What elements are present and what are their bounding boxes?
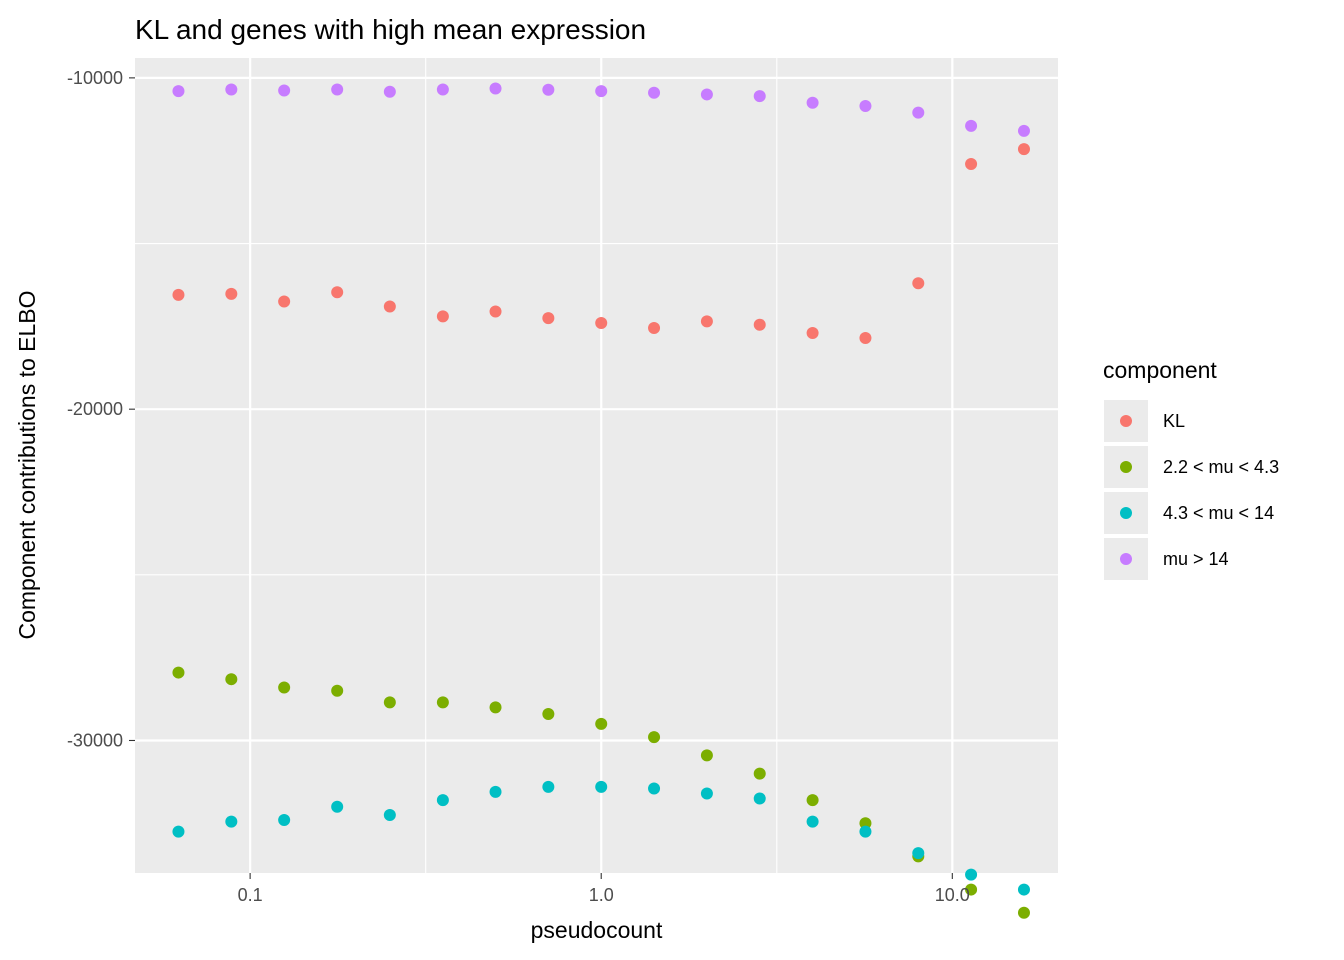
point-kl <box>700 315 713 328</box>
point-4-3-mu-14 <box>278 813 291 826</box>
point-kl <box>225 287 238 300</box>
axes: 0.1 1.0 10.0 -10000 -20000 -30000 <box>67 68 970 905</box>
point-kl <box>278 295 291 308</box>
point-2-2-mu-4-3 <box>489 701 502 714</box>
point-kl <box>1017 143 1030 156</box>
chart-title: KL and genes with high mean expression <box>135 14 646 45</box>
plot-panel <box>135 58 1058 873</box>
point-2-2-mu-4-3 <box>331 684 344 697</box>
point-4-3-mu-14 <box>542 780 555 793</box>
point-4-3-mu-14 <box>489 785 502 798</box>
point-mu-14 <box>436 83 449 96</box>
point-2-2-mu-4-3 <box>753 767 766 780</box>
x-tick-label: 1.0 <box>589 885 614 905</box>
legend-marker-mu-14 <box>1120 553 1132 565</box>
point-kl <box>542 312 555 325</box>
point-mu-14 <box>542 83 555 96</box>
point-4-3-mu-14 <box>859 825 872 838</box>
legend-marker-kl <box>1120 415 1132 427</box>
point-2-2-mu-4-3 <box>700 749 713 762</box>
point-mu-14 <box>753 90 766 103</box>
point-kl <box>172 288 185 301</box>
point-mu-14 <box>489 82 502 95</box>
legend-marker-4-3-mu-14 <box>1120 507 1132 519</box>
point-2-2-mu-4-3 <box>542 707 555 720</box>
point-2-2-mu-4-3 <box>648 731 661 744</box>
point-mu-14 <box>806 96 819 109</box>
point-mu-14 <box>278 84 291 97</box>
y-tick-label: -30000 <box>67 730 123 750</box>
point-kl <box>595 317 608 330</box>
point-2-2-mu-4-3 <box>225 673 238 686</box>
point-4-3-mu-14 <box>965 868 978 881</box>
point-4-3-mu-14 <box>383 809 396 822</box>
point-mu-14 <box>859 100 872 113</box>
point-kl <box>383 300 396 313</box>
point-2-2-mu-4-3 <box>859 817 872 830</box>
point-4-3-mu-14 <box>595 780 608 793</box>
point-mu-14 <box>700 88 713 101</box>
point-2-2-mu-4-3 <box>172 666 185 679</box>
legend-label-mu-14: mu > 14 <box>1163 549 1229 569</box>
point-mu-14 <box>172 85 185 98</box>
point-mu-14 <box>912 106 925 119</box>
point-kl <box>436 310 449 323</box>
legend: component KL 2.2 < mu < 4.3 4.3 < mu < 14 m… <box>1103 357 1279 580</box>
point-4-3-mu-14 <box>436 794 449 807</box>
point-2-2-mu-4-3 <box>965 883 978 896</box>
point-kl <box>331 286 344 299</box>
point-2-2-mu-4-3 <box>1017 906 1030 919</box>
x-axis-title: pseudocount <box>531 917 663 943</box>
point-4-3-mu-14 <box>648 782 661 795</box>
point-2-2-mu-4-3 <box>436 696 449 709</box>
y-tick-label: -10000 <box>67 68 123 88</box>
y-axis-title: Component contributions to ELBO <box>14 290 40 639</box>
point-2-2-mu-4-3 <box>595 717 608 730</box>
point-2-2-mu-4-3 <box>806 794 819 807</box>
point-4-3-mu-14 <box>806 815 819 828</box>
x-tick-label: 10.0 <box>935 885 970 905</box>
legend-label-2-2-mu-4-3: 2.2 < mu < 4.3 <box>1163 457 1279 477</box>
point-mu-14 <box>331 83 344 96</box>
point-4-3-mu-14 <box>225 815 238 828</box>
point-mu-14 <box>595 85 608 98</box>
point-2-2-mu-4-3 <box>278 681 291 694</box>
x-tick-label: 0.1 <box>238 885 263 905</box>
point-4-3-mu-14 <box>912 847 925 860</box>
point-mu-14 <box>383 85 396 98</box>
point-kl <box>912 277 925 290</box>
legend-marker-2-2-mu-4-3 <box>1120 461 1132 473</box>
point-mu-14 <box>1017 124 1030 137</box>
point-4-3-mu-14 <box>331 800 344 813</box>
point-2-2-mu-4-3 <box>383 696 396 709</box>
data-points <box>172 82 1030 919</box>
point-kl <box>965 158 978 171</box>
point-4-3-mu-14 <box>753 792 766 805</box>
point-4-3-mu-14 <box>172 825 185 838</box>
legend-title: component <box>1103 357 1217 383</box>
point-4-3-mu-14 <box>700 787 713 800</box>
y-tick-label: -20000 <box>67 399 123 419</box>
point-mu-14 <box>225 83 238 96</box>
point-kl <box>753 318 766 331</box>
legend-label-kl: KL <box>1163 411 1185 431</box>
point-kl <box>489 305 502 318</box>
point-mu-14 <box>648 86 661 99</box>
point-4-3-mu-14 <box>1017 883 1030 896</box>
point-kl <box>648 322 661 335</box>
point-mu-14 <box>965 119 978 132</box>
legend-label-4-3-mu-14: 4.3 < mu < 14 <box>1163 503 1274 523</box>
grid-lines <box>135 58 1058 873</box>
point-kl <box>806 326 819 339</box>
point-kl <box>859 331 872 344</box>
